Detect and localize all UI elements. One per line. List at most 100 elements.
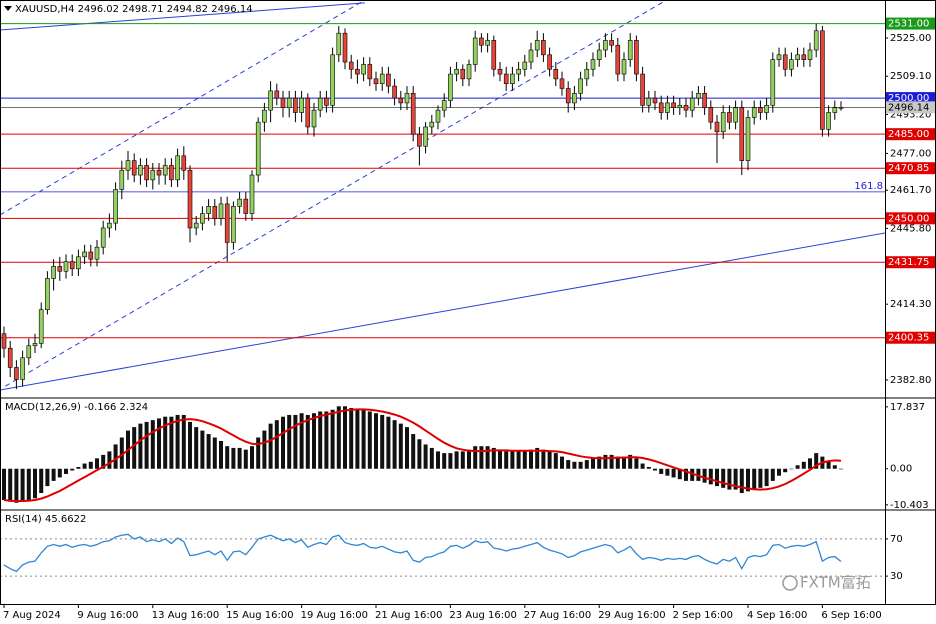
macd-bar [256,437,261,469]
candle-body [268,90,273,111]
macd-bar [634,458,639,469]
candle-body [541,40,546,56]
candle-body [621,59,627,75]
candle-body [454,68,459,75]
x-tick-label: 27 Aug 16:00 [524,610,591,621]
macd-bar [653,468,657,471]
macd-bar [560,456,564,469]
level-label-box [886,256,935,269]
candle-body [125,160,131,171]
candle-body [51,266,56,279]
candle-body [448,73,453,101]
macd-bar [795,465,800,469]
candle-body [262,109,267,123]
candle-body [38,309,44,344]
candle-body [224,203,230,243]
candle-body [801,54,807,60]
y-tick-label: 2493.20 [890,109,931,120]
macd-bar [659,468,664,474]
y-tick-label: 30 [890,571,903,582]
candle-body [76,256,81,270]
macd-bar [119,437,124,469]
candle-body [14,367,19,380]
macd-bar [2,468,6,500]
candle-body [572,92,577,104]
candle-body [57,266,63,272]
macd-bar [70,468,75,471]
y-tick-label: 2477.00 [890,148,931,159]
candle-body [491,40,497,70]
macd-bar [212,437,217,469]
macd-bar [783,468,788,473]
macd-bar [684,468,688,481]
candle-body [553,68,559,80]
candle-body [479,37,484,46]
macd-plot [2,406,843,503]
candle-body [696,92,701,99]
macd-bar [622,456,626,469]
macd-bar [361,409,366,469]
macd-bar [169,416,174,469]
macd-bar [671,468,676,478]
macd-bar [175,414,180,469]
candle-body [646,97,652,106]
watermark-icon [782,575,798,591]
macd-bar [88,461,93,469]
candle-body [367,64,373,80]
macd-bar [39,468,44,494]
x-tick-label: 9 Aug 16:00 [77,610,138,621]
candle-body [590,59,596,70]
candle-body [807,49,813,60]
macd-bar [219,440,223,469]
macd-bar [715,468,719,487]
macd-bar [150,420,155,469]
rsi-line [3,533,842,573]
macd-bar [498,449,502,469]
candle-body [373,78,379,84]
macd-bar [374,413,378,469]
candle-body [714,121,720,133]
candle-body [361,64,366,75]
candle-body [584,68,590,80]
y-tick-label: -10.403 [890,500,929,511]
macd-bar [163,416,168,469]
macd-bar [603,454,608,469]
rsi-plot [0,533,885,577]
macd-bar [82,463,87,469]
macd-bar [535,447,540,469]
candle-body [503,73,509,84]
macd-bar [250,446,254,469]
macd-bar [287,414,292,469]
macd-bar [826,461,831,469]
candle-body [708,107,714,123]
macd-bar [113,444,118,469]
macd-bar [808,458,812,469]
macd-bar [144,421,149,469]
macd-bar [770,468,775,481]
candle-body [770,59,776,106]
last-price-box [886,101,935,114]
candle-body [758,107,763,113]
x-tick-label: 7 Aug 2024 [3,610,61,621]
candle-body [528,49,534,63]
macd-bar [746,468,750,492]
macd-bar [615,456,620,469]
macd-bar [101,454,106,469]
macd-bar [20,468,25,502]
candle-body [305,97,311,128]
candle-body [324,97,329,106]
macd-bar [479,446,484,469]
last-price-label: 2496.14 [888,102,929,113]
candle-body [138,165,143,176]
candle-body [7,347,13,368]
level-label-box [886,162,935,175]
macd-bar [318,411,323,469]
candle-body [392,85,397,99]
macd-bar [14,468,19,503]
candle-body [82,251,87,258]
macd-bar [547,451,552,469]
candle-body [702,92,707,109]
candle-body [144,165,149,181]
candle-body [280,97,286,109]
macd-bar [324,411,329,469]
